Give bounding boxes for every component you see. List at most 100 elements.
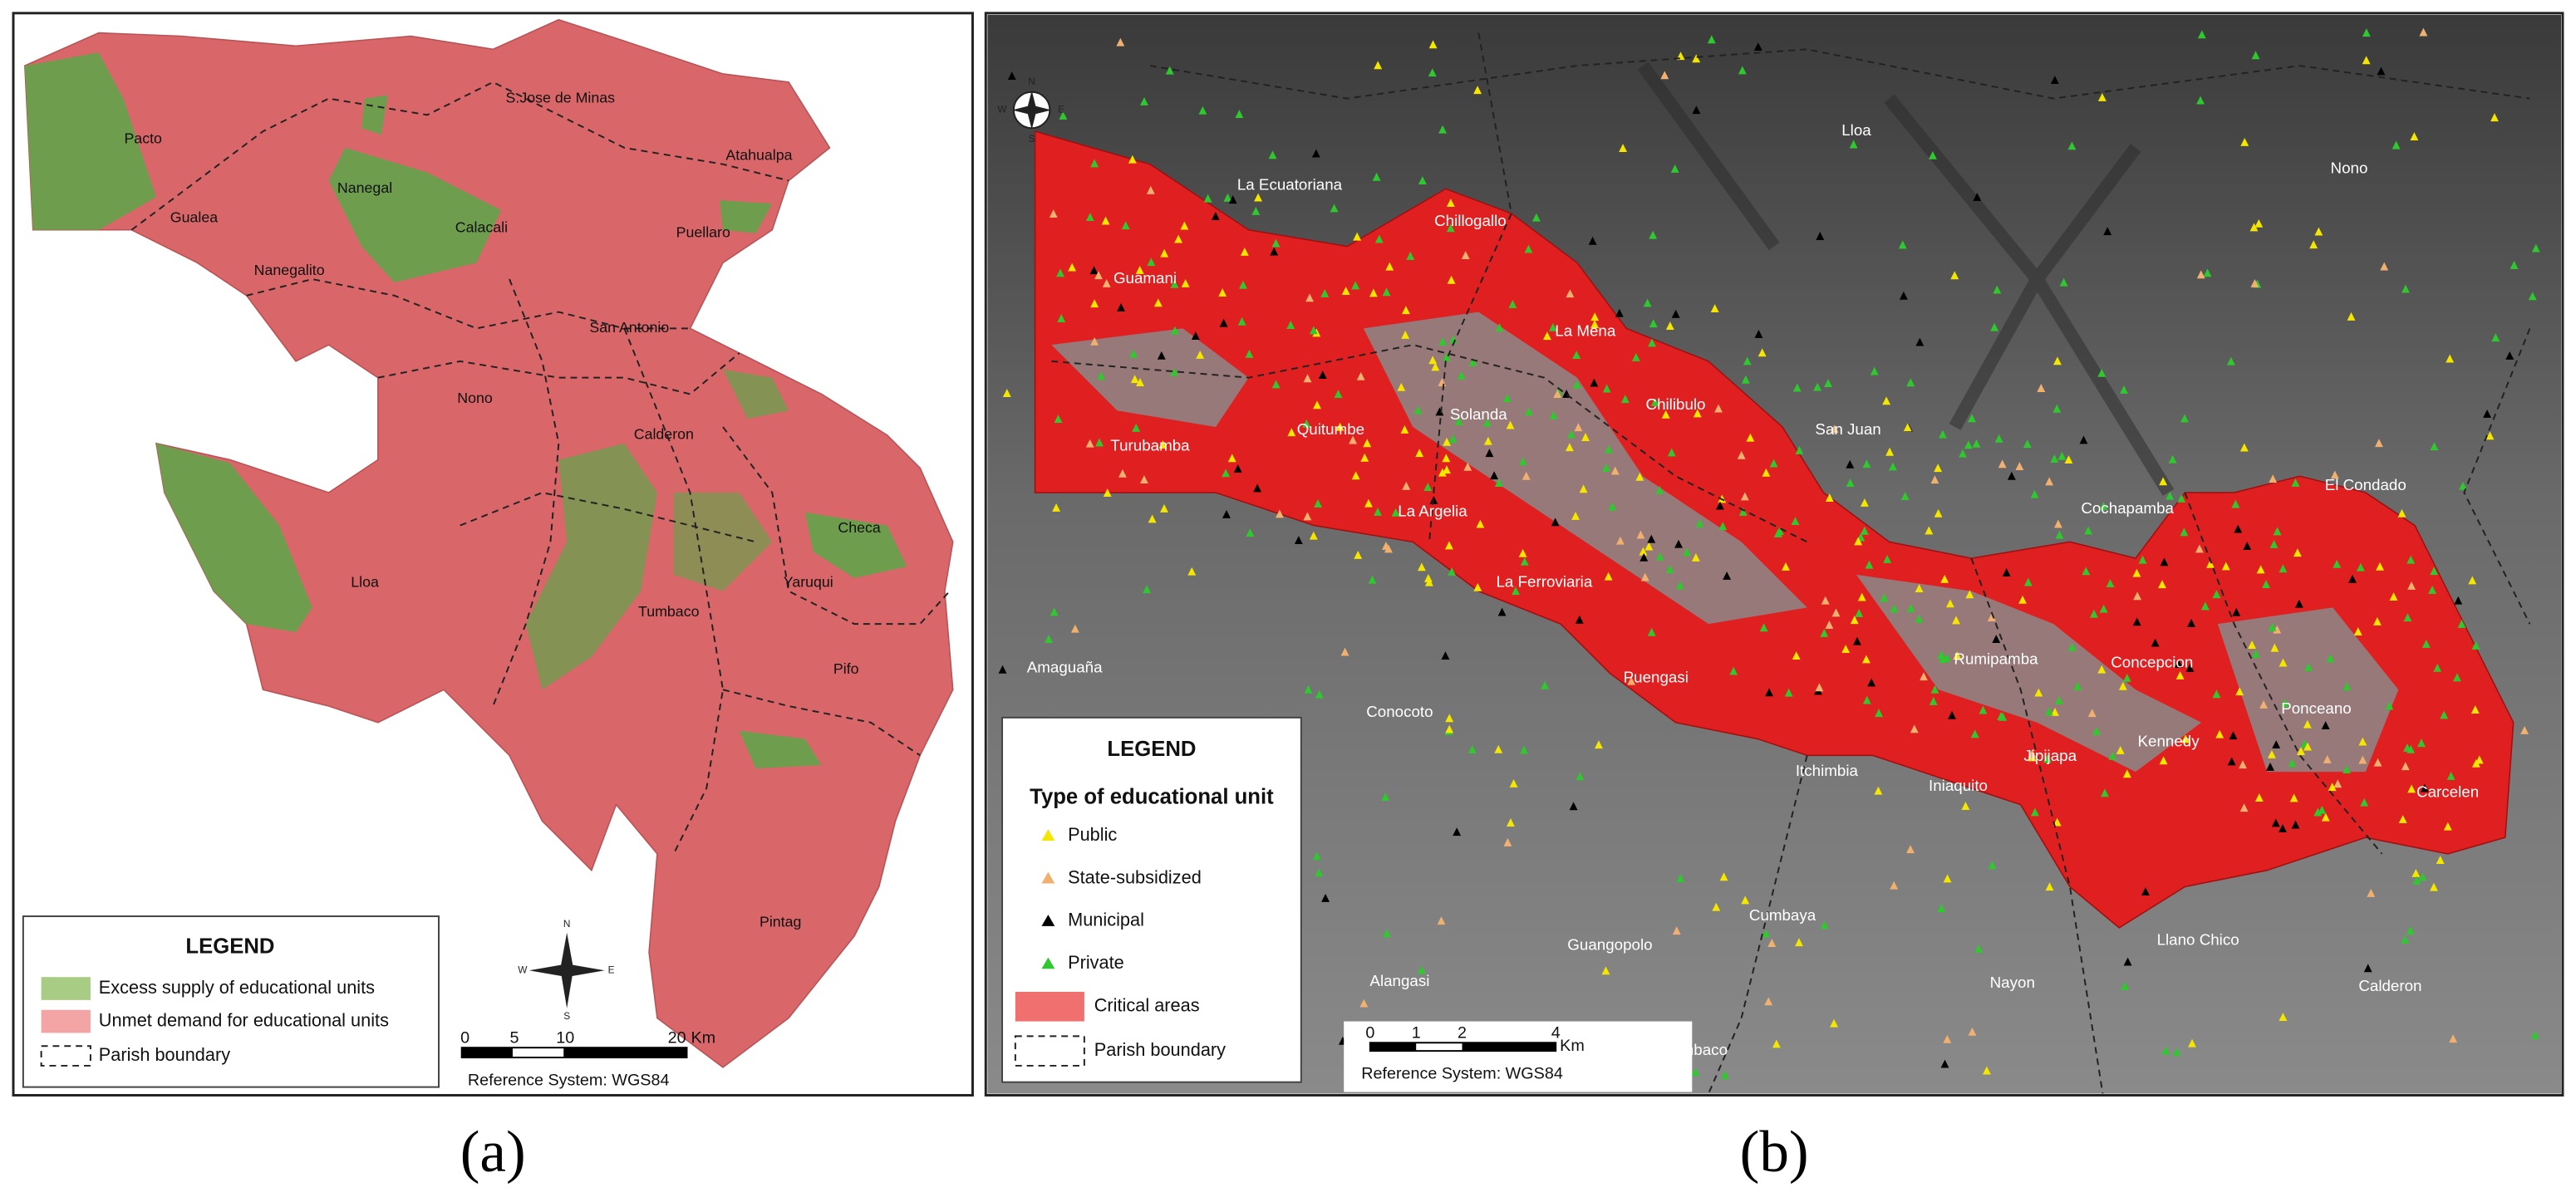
- school-symbol: [2389, 592, 2398, 601]
- school-symbol: [2082, 567, 2091, 576]
- school-symbol: [1620, 395, 1630, 404]
- school-symbol: [2092, 727, 2102, 735]
- school-symbol: [1820, 629, 1829, 637]
- school-symbol: [1910, 724, 1919, 733]
- school-symbol: [1671, 309, 1680, 318]
- school-symbol: [1497, 607, 1507, 616]
- school-symbol: [2055, 530, 2064, 539]
- school-symbol: [1415, 449, 1424, 458]
- place-label: Atahualpa: [725, 146, 792, 163]
- school-symbol: [1446, 223, 1455, 233]
- school-symbol: [1861, 655, 1871, 664]
- school-symbol: [1454, 417, 1463, 426]
- school-symbol: [1049, 209, 1058, 218]
- school-symbol: [1524, 244, 1533, 253]
- school-symbol: [1965, 590, 1974, 599]
- school-symbol: [2342, 682, 2352, 691]
- scale-unit: Km: [1560, 1037, 1585, 1055]
- school-symbol: [1381, 792, 1390, 802]
- parish-boundaries: [1051, 32, 2531, 1094]
- school-symbol: [1772, 1039, 1781, 1048]
- place-label: Checa: [838, 519, 881, 536]
- school-symbol: [2356, 562, 2365, 572]
- school-symbol: [1950, 271, 1959, 280]
- school-symbol: [2079, 435, 2088, 444]
- school-symbol: [1565, 443, 1574, 452]
- school-symbol: [1875, 709, 1884, 718]
- scale-bar-b: 0 1 2 4 Km Reference System: WGS84: [1344, 1021, 1693, 1092]
- school-symbol: [2380, 262, 2389, 271]
- school-symbol: [1870, 366, 1879, 375]
- school-symbol: [1354, 550, 1363, 559]
- school-symbol: [1665, 321, 1674, 331]
- school-symbol: [2166, 491, 2175, 500]
- school-symbol: [1090, 299, 1099, 308]
- boundary: [492, 278, 560, 707]
- school-symbol: [2348, 574, 2357, 583]
- school-symbol: [2323, 755, 2332, 763]
- school-symbol: [2268, 622, 2277, 631]
- school-symbol: [1070, 624, 1079, 633]
- place-label: Chillogallo: [1434, 212, 1507, 229]
- school-symbol: [2374, 439, 2383, 448]
- legend-title: LEGEND: [185, 935, 274, 958]
- school-symbol: [1667, 448, 1676, 457]
- school-symbol: [1363, 439, 1372, 448]
- school-symbol: [1795, 446, 1804, 454]
- school-symbol: [2297, 747, 2305, 755]
- school-symbol: [2106, 579, 2115, 587]
- place-label: Tumbaco: [638, 603, 700, 620]
- panel-b: Lloa Nono La Ecuatoriana Chillogallo Guamani…: [984, 12, 2564, 1185]
- school-symbol: [1945, 599, 1954, 608]
- school-symbol: [2160, 557, 2169, 567]
- school-symbol: [1196, 351, 1205, 359]
- school-symbol: [1384, 544, 1393, 553]
- school-symbol: [2330, 470, 2339, 479]
- school-symbol: [2064, 455, 2073, 464]
- school-symbol: [2259, 700, 2269, 709]
- school-symbol: [1647, 534, 1656, 543]
- school-symbol: [1672, 926, 1681, 935]
- place-label: Lloa: [1841, 121, 1871, 139]
- school-symbol: [2251, 51, 2260, 60]
- school-symbol: [1746, 433, 1755, 442]
- school-symbol: [2037, 384, 2046, 392]
- school-symbol: [1351, 281, 1360, 290]
- school-symbol: [1052, 503, 1061, 512]
- school-symbol: [1353, 232, 1362, 241]
- school-symbol: [1831, 608, 1841, 617]
- school-symbol: [1915, 614, 1924, 623]
- school-symbol: [1302, 419, 1311, 428]
- school-symbol: [1639, 547, 1648, 556]
- school-symbol: [2333, 559, 2342, 568]
- school-symbol: [2411, 868, 2421, 877]
- place-label: Conocoto: [1366, 703, 1433, 720]
- place-label: Pacto: [124, 130, 162, 147]
- school-symbol: [1401, 306, 1410, 315]
- legend-swatch: [41, 977, 91, 1000]
- school-symbol: [1824, 379, 1832, 388]
- school-symbol: [2407, 784, 2416, 793]
- scale-bar-a: 0 5 10 20 Km Reference System: WGS84: [460, 1028, 715, 1089]
- school-symbol: [2212, 689, 2221, 699]
- school-symbol: [1315, 868, 1324, 877]
- school-symbol: [2401, 284, 2410, 293]
- school-symbol: [1270, 247, 1279, 256]
- school-symbol: [1937, 904, 1946, 913]
- school-symbol: [2436, 856, 2445, 865]
- place-label: Itchimbia: [1796, 762, 1859, 779]
- school-symbol: [1692, 105, 1701, 115]
- school-symbol: [1792, 651, 1801, 660]
- school-symbol: [1849, 140, 1858, 149]
- school-symbol: [1303, 374, 1312, 383]
- school-symbol: [2059, 277, 2068, 287]
- school-symbol: [1320, 289, 1330, 297]
- school-symbol: [1397, 382, 1406, 391]
- school-symbol: [1198, 105, 1207, 115]
- boundary: [2463, 327, 2531, 625]
- school-symbol: [2239, 803, 2249, 812]
- school-symbol: [2249, 223, 2259, 232]
- school-symbol: [2266, 763, 2274, 771]
- school-symbol: [1741, 895, 1750, 905]
- school-symbol: [1457, 370, 1466, 380]
